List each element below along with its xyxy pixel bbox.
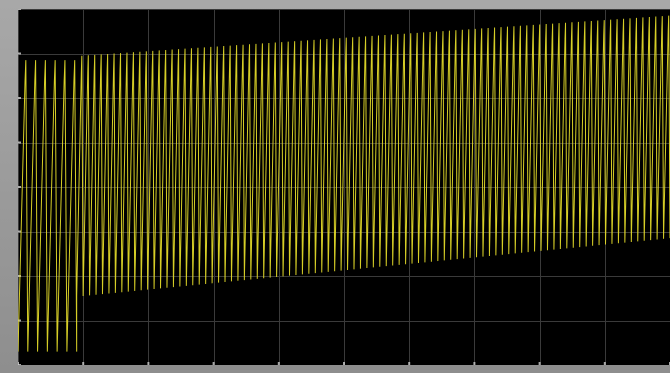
y-tick-mark-4	[18, 186, 21, 188]
x-tick-mark-6	[408, 362, 411, 365]
plot-area	[18, 9, 670, 365]
oscilloscope-chart	[18, 9, 670, 365]
x-tick-mark-5	[343, 362, 345, 365]
x-tick-mark-2	[147, 362, 150, 365]
y-tick-mark-5	[18, 141, 21, 144]
x-tick-mark-0	[18, 362, 19, 365]
y-tick-mark-1	[18, 319, 21, 322]
y-tick-mark-6	[18, 97, 21, 99]
signal-trace	[18, 15, 670, 352]
y-tick-mark-0	[18, 364, 21, 365]
y-tick-mark-3	[18, 230, 21, 233]
x-tick-mark-9	[603, 362, 606, 365]
x-tick-mark-4	[277, 362, 280, 365]
y-tick-mark-7	[18, 52, 21, 55]
x-tick-mark-1	[82, 362, 85, 365]
x-tick-mark-8	[538, 362, 541, 365]
x-tick-mark-3	[212, 362, 215, 365]
x-tick-mark-7	[473, 362, 476, 365]
y-tick-mark-8	[18, 9, 21, 10]
